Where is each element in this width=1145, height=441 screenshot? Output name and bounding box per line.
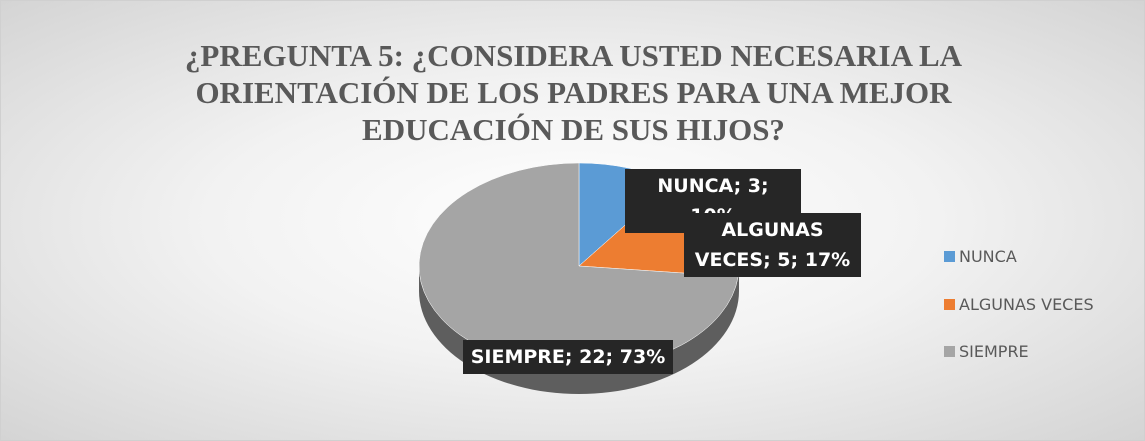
chart-title: ¿PREGUNTA 5: ¿CONSIDERA USTED NECESARIA …	[184, 38, 963, 147]
legend-item: SIEMPRE	[944, 341, 1029, 361]
legend-swatch	[944, 298, 955, 310]
legend-label: ALGUNAS VECES	[959, 294, 1094, 314]
legend-label: NUNCA	[959, 246, 1017, 266]
legend-item: NUNCA	[944, 246, 1017, 266]
data-label: ALGUNAS VECES; 5; 17%	[684, 213, 861, 277]
legend-item: ALGUNAS VECES	[944, 294, 1094, 314]
pie-slice	[418, 162, 739, 370]
legend-swatch	[944, 345, 955, 357]
legend-swatch	[944, 250, 955, 262]
data-label: SIEMPRE; 22; 73%	[463, 340, 673, 374]
legend-label: SIEMPRE	[959, 341, 1029, 361]
